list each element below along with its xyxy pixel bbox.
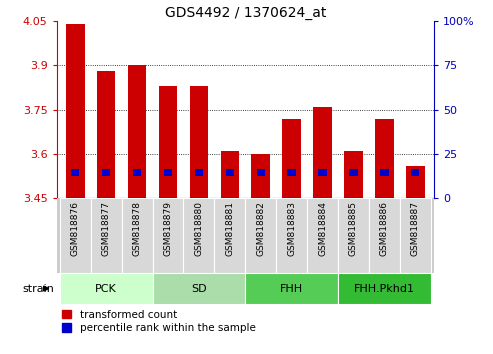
Bar: [159, 86, 177, 198]
Text: GSM818878: GSM818878: [133, 201, 141, 256]
Text: GSM818886: GSM818886: [380, 201, 389, 256]
Bar: [276, 198, 307, 273]
Bar: [338, 198, 369, 273]
Text: SD: SD: [191, 284, 207, 293]
Text: GSM818882: GSM818882: [256, 201, 265, 256]
Text: GSM818880: GSM818880: [194, 201, 204, 256]
Bar: [251, 154, 270, 198]
Bar: [195, 169, 203, 176]
Bar: [282, 119, 301, 198]
Text: GSM818885: GSM818885: [349, 201, 358, 256]
Bar: [164, 169, 172, 176]
Bar: [256, 169, 265, 176]
Bar: [66, 24, 84, 198]
Bar: [183, 198, 214, 273]
Bar: [307, 198, 338, 273]
Text: GSM818884: GSM818884: [318, 201, 327, 256]
Bar: [214, 198, 245, 273]
Text: GSM818887: GSM818887: [411, 201, 420, 256]
Bar: [71, 169, 79, 176]
Bar: [122, 198, 152, 273]
Bar: [318, 169, 327, 176]
Bar: [375, 119, 393, 198]
Bar: [406, 166, 424, 198]
Bar: [245, 273, 338, 304]
Bar: [102, 169, 110, 176]
Text: GSM818879: GSM818879: [164, 201, 173, 256]
Bar: [190, 86, 208, 198]
Bar: [411, 169, 420, 176]
Bar: [60, 198, 91, 273]
Bar: [380, 169, 388, 176]
Bar: [344, 151, 363, 198]
Legend: transformed count, percentile rank within the sample: transformed count, percentile rank withi…: [62, 310, 255, 333]
Title: GDS4492 / 1370624_at: GDS4492 / 1370624_at: [165, 6, 326, 20]
Bar: [350, 169, 357, 176]
Text: GSM818877: GSM818877: [102, 201, 110, 256]
Bar: [226, 169, 234, 176]
Bar: [152, 198, 183, 273]
Text: FHH: FHH: [280, 284, 303, 293]
Bar: [220, 151, 239, 198]
Bar: [128, 65, 146, 198]
Bar: [338, 273, 431, 304]
Bar: [287, 169, 296, 176]
Bar: [133, 169, 141, 176]
Text: FHH.Pkhd1: FHH.Pkhd1: [354, 284, 415, 293]
Bar: [91, 198, 122, 273]
Bar: [60, 273, 152, 304]
Text: GSM818876: GSM818876: [70, 201, 80, 256]
Bar: [97, 72, 115, 198]
Bar: [400, 198, 431, 273]
Bar: [152, 273, 246, 304]
Text: PCK: PCK: [95, 284, 117, 293]
Bar: [313, 107, 332, 198]
Text: strain: strain: [22, 284, 54, 293]
Bar: [369, 198, 400, 273]
Text: GSM818883: GSM818883: [287, 201, 296, 256]
Bar: [245, 198, 276, 273]
Text: GSM818881: GSM818881: [225, 201, 234, 256]
